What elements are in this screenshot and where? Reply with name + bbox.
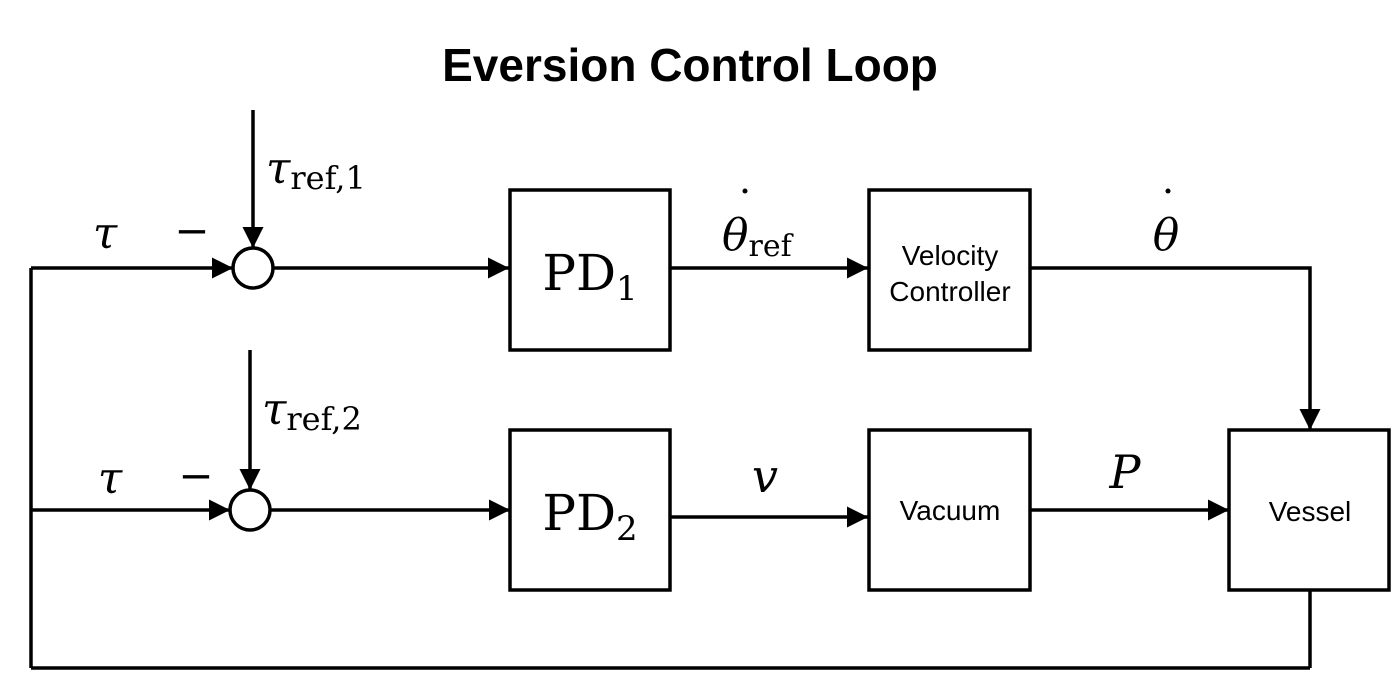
theta-dot-to-vessel-arrow [1030, 266, 1321, 430]
diagram-title: Eversion Control Loop [442, 39, 938, 91]
summing-junction-1 [231, 246, 275, 290]
velocity-controller-label-line1: Velocity [902, 240, 999, 271]
pd2-label: PD2 [542, 484, 637, 549]
theta-dot-ref-dot: ˙ [734, 182, 756, 233]
tau-label-bottom: τ [98, 453, 123, 504]
summing-junction-2 [228, 488, 272, 532]
minus-sign-top: − [174, 206, 209, 255]
vacuum-block [867, 428, 1032, 592]
pd2-block [508, 428, 672, 592]
tau-ref-2-label: τref,2 [262, 384, 362, 438]
minus-sign-bottom: − [178, 451, 213, 500]
theta-dot-dot: ˙ [1157, 182, 1179, 233]
theta-dot-ref-label: θref [722, 210, 794, 264]
p-label: P [1109, 445, 1142, 499]
velocity-controller-block [867, 188, 1032, 352]
vessel-label: Vessel [1269, 496, 1352, 527]
theta-dot-label: θ [1153, 210, 1180, 261]
pd1-block [508, 188, 672, 352]
pd1-label: PD1 [542, 244, 637, 309]
velocity-controller-label-line2: Controller [889, 276, 1010, 307]
vessel-block [1227, 428, 1391, 592]
tau-ref-1-label: τref,1 [266, 143, 366, 197]
v-label: v [752, 449, 778, 503]
vacuum-label: Vacuum [900, 495, 1001, 526]
tau-label-top: τ [93, 208, 118, 259]
